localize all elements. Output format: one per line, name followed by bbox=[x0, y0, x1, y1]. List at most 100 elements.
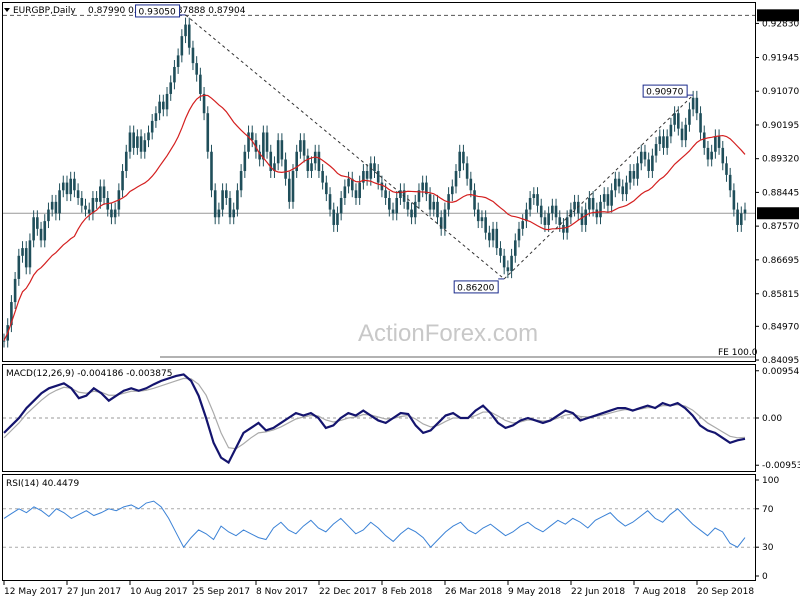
candle-body bbox=[554, 205, 558, 218]
macd-main-line bbox=[3, 373, 746, 465]
candle-body bbox=[473, 190, 476, 210]
candle-body bbox=[532, 194, 536, 198]
candle-body bbox=[743, 209, 747, 214]
candle-body bbox=[147, 132, 150, 141]
candle-body bbox=[262, 132, 265, 160]
date-tick-label: 27 Jun 2017 bbox=[67, 587, 121, 597]
candle-body bbox=[247, 132, 250, 152]
candle-body bbox=[250, 132, 254, 141]
candle-body bbox=[732, 190, 736, 210]
macd-tick-label: 0.00 bbox=[762, 414, 782, 424]
candle-body bbox=[495, 228, 499, 249]
candle-body bbox=[569, 209, 573, 218]
rsi-title: RSI(14) 40.4479 bbox=[6, 479, 79, 489]
candle-body bbox=[654, 144, 658, 156]
candle-body bbox=[714, 136, 717, 152]
candle-body bbox=[695, 97, 699, 114]
candle-body bbox=[547, 213, 550, 225]
candle-body bbox=[210, 151, 213, 191]
trend-lines bbox=[185, 14, 694, 280]
candle-body bbox=[236, 190, 239, 210]
candle-body bbox=[295, 151, 298, 172]
candle-body bbox=[136, 136, 139, 148]
candle-body bbox=[399, 190, 402, 198]
candle-body bbox=[584, 209, 587, 225]
price-tick-label: 0.88445 bbox=[762, 188, 799, 198]
candle-body bbox=[728, 174, 732, 191]
candle-body bbox=[465, 163, 469, 179]
candle-body bbox=[362, 171, 365, 183]
candle-body bbox=[521, 221, 524, 229]
candle-body bbox=[614, 178, 617, 191]
candle-body bbox=[287, 178, 291, 202]
candle-body bbox=[669, 124, 673, 137]
top-line-tag-label: 0.93040 bbox=[760, 11, 797, 21]
candle-body bbox=[384, 190, 387, 198]
candle-body bbox=[273, 163, 276, 172]
candle-body bbox=[354, 190, 358, 198]
candle-body bbox=[187, 24, 191, 48]
candle-body bbox=[721, 147, 725, 164]
candle-body bbox=[47, 209, 50, 222]
candle-body bbox=[24, 248, 28, 268]
moving-average-line bbox=[3, 94, 746, 341]
date-tick-label: 26 Mar 2018 bbox=[445, 587, 502, 597]
candle-body bbox=[336, 213, 339, 225]
candle-body bbox=[350, 178, 354, 191]
candle-body bbox=[628, 171, 632, 183]
candle-body bbox=[50, 201, 54, 210]
rsi-axis: 100 70 30 0 bbox=[755, 476, 779, 582]
symbol-header: EURGBP,Daily 0.87990 0.88092 0.87888 0.8… bbox=[4, 6, 246, 16]
candle-body bbox=[280, 140, 284, 160]
price-tick-label: 0.91070 bbox=[762, 87, 799, 97]
candle-body bbox=[199, 74, 202, 94]
date-tick-label: 8 Nov 2017 bbox=[256, 587, 308, 597]
candle-body bbox=[658, 136, 662, 145]
candle-body bbox=[347, 178, 350, 187]
candle-body bbox=[113, 209, 117, 218]
price-axis: 0.92830 0.91945 0.91070 0.90195 0.89320 0.884… bbox=[755, 9, 799, 366]
date-tick-label: 22 Dec 2017 bbox=[319, 587, 377, 597]
candle-body bbox=[265, 132, 269, 152]
candle-body bbox=[617, 178, 621, 187]
candle-body bbox=[513, 240, 517, 256]
candle-body bbox=[306, 155, 310, 172]
candle-body bbox=[488, 232, 491, 241]
macd-tick-label: 0.00954 bbox=[762, 367, 799, 377]
candle-body bbox=[665, 136, 669, 148]
candle-body bbox=[491, 228, 495, 241]
price-panel-frame bbox=[2, 2, 756, 362]
candle-body bbox=[651, 155, 654, 172]
annotation-box bbox=[642, 84, 688, 98]
candle-body bbox=[173, 66, 176, 83]
candle-body bbox=[717, 136, 721, 148]
candle-body bbox=[225, 190, 228, 198]
candle-body bbox=[602, 194, 606, 202]
candle-body bbox=[39, 228, 43, 241]
candle-body bbox=[276, 140, 280, 164]
candle-body bbox=[369, 163, 373, 179]
candle-body bbox=[391, 209, 395, 214]
annotation-box bbox=[453, 280, 499, 294]
candle-body bbox=[365, 171, 369, 179]
candle-body bbox=[591, 197, 595, 210]
candle-body bbox=[502, 255, 506, 268]
candle-body bbox=[269, 151, 273, 172]
candle-body bbox=[299, 140, 302, 152]
macd-title: MACD(12,26,9) -0.004186 -0.003875 bbox=[6, 369, 172, 379]
date-tick-label: 20 Sep 2018 bbox=[697, 587, 754, 597]
candle-body bbox=[158, 101, 161, 114]
candle-body bbox=[476, 209, 480, 222]
date-tick-label: 7 Aug 2018 bbox=[634, 587, 686, 597]
candle-body bbox=[195, 63, 198, 75]
candle-body bbox=[484, 217, 487, 233]
candle-body bbox=[699, 113, 702, 133]
price-reference-lines: FE 100.0 bbox=[3, 14, 758, 358]
candle-body bbox=[580, 213, 584, 225]
price-tick-label: 0.87570 bbox=[762, 222, 799, 232]
candle-body bbox=[562, 224, 565, 233]
candle-body bbox=[239, 171, 243, 191]
candle-body bbox=[84, 205, 87, 210]
date-tick-label: 25 Sep 2017 bbox=[193, 587, 250, 597]
